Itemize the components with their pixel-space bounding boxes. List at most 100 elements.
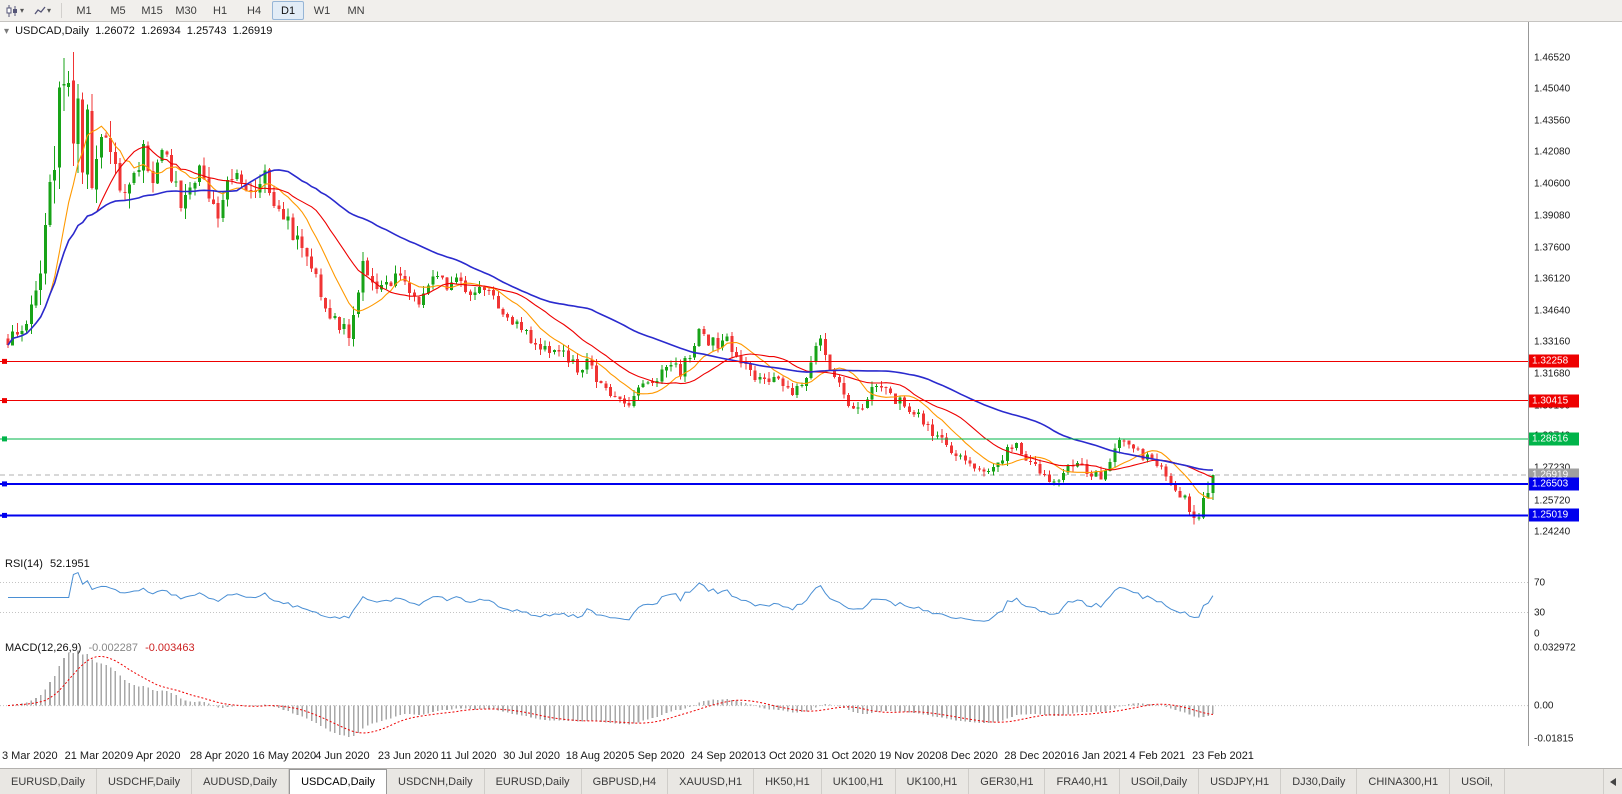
macd-axis-label: -0.01815 <box>1534 733 1574 745</box>
rsi-name: RSI(14) <box>5 558 43 570</box>
date-label: 19 Nov 2020 <box>878 750 942 762</box>
date-label: 4 Jun 2020 <box>315 750 370 762</box>
rsi-axis-label: 0 <box>1534 628 1540 640</box>
symbol-tab-dj30-daily[interactable]: DJ30,Daily <box>1281 769 1358 794</box>
rsi-label: RSI(14) 52.1951 <box>5 558 94 570</box>
price-axis-label: 1.27230 <box>1534 463 1570 474</box>
symbol-tab-usdcad-daily[interactable]: USDCAD,Daily <box>289 769 388 794</box>
symbol-tab-usoil-daily[interactable]: USOil,Daily <box>1120 769 1200 794</box>
chevron-down-icon: ▾ <box>20 6 25 15</box>
symbol-tab-china300-h1[interactable]: CHINA300,H1 <box>1357 769 1451 794</box>
price-axis-label: 1.33160 <box>1534 336 1571 348</box>
date-label: 3 Mar 2020 <box>2 750 58 762</box>
rsi-axis[interactable]: 70 30 0 <box>1528 556 1622 640</box>
symbol-tab-usdcnh-daily[interactable]: USDCNH,Daily <box>387 769 485 794</box>
date-label: 4 Feb 2021 <box>1129 750 1186 762</box>
timeframe-button-m5[interactable]: M5 <box>110 4 126 17</box>
macd-axis-label: 0.00 <box>1534 700 1554 712</box>
timeframe-button-m1[interactable]: M1 <box>76 4 92 17</box>
rsi-indicator-panel: RSI(14) 52.1951 70 30 0 <box>0 556 1622 641</box>
price-axis-label: 1.31680 <box>1534 368 1571 380</box>
macd-main-value: -0.002287 <box>88 642 139 654</box>
hline-price-tag-1.28616[interactable]: 1.28616 <box>1529 432 1579 446</box>
symbol-tab-fra40-h1[interactable]: FRA40,H1 <box>1045 769 1120 794</box>
high-value: 1.26934 <box>140 25 181 37</box>
toolbar-separator <box>61 3 63 18</box>
open-value: 1.26072 <box>95 25 135 37</box>
symbol-tab-gbpusd-h4[interactable]: GBPUSD,H4 <box>582 769 669 794</box>
date-label: 8 Dec 2020 <box>941 750 998 762</box>
hline-price-tag-1.25019[interactable]: 1.25019 <box>1529 508 1579 522</box>
price-axis-label: 1.39080 <box>1534 210 1571 222</box>
main-chart-panel: ▾ USDCAD,Daily 1.26072 1.26934 1.25743 1… <box>0 22 1622 557</box>
timeframe-button-mn[interactable]: MN <box>347 4 365 17</box>
hline-price-tag-1.26503[interactable]: 1.26503 <box>1529 477 1579 491</box>
timeframe-button-d1[interactable]: D1 <box>272 1 305 20</box>
hline-price-tag-1.30415[interactable]: 1.30415 <box>1529 394 1579 408</box>
tabs-holder: EURUSD,Daily USDCHF,Daily AUDUSD,Daily USDC… <box>0 769 1505 794</box>
symbol-tab-hk50-h1[interactable]: HK50,H1 <box>754 769 822 794</box>
timeframe-button-w1[interactable]: W1 <box>313 4 331 17</box>
timeframe-button-h4[interactable]: H4 <box>247 4 262 17</box>
macd-label: MACD(12,26,9) -0.002287 -0.003463 <box>5 642 199 654</box>
symbol-tab-xauusd-h1[interactable]: XAUUSD,H1 <box>668 769 755 794</box>
symbol-tab-eurusd-daily[interactable]: EURUSD,Daily <box>0 769 97 794</box>
date-axis[interactable]: 3 Mar 2020 21 Mar 2020 9 Apr 2020 28 Apr 20… <box>0 746 1622 768</box>
macd-signal-value: -0.003463 <box>145 642 195 654</box>
macd-indicator-panel: MACD(12,26,9) -0.002287 -0.003463 0.0329… <box>0 640 1622 747</box>
macd-axis[interactable]: 0.032972 0.00 -0.01815 <box>1528 640 1622 746</box>
symbol-tab-usdjpy-h1[interactable]: USDJPY,H1 <box>1199 769 1282 794</box>
timeframe-button-m30[interactable]: M30 <box>175 4 197 17</box>
symbol-tab-usoil-[interactable]: USOil, <box>1450 769 1505 794</box>
date-label: 16 Jan 2021 <box>1066 750 1128 762</box>
chart-type-button[interactable]: ▾ <box>3 2 26 20</box>
date-label: 28 Dec 2020 <box>1004 750 1067 762</box>
top-toolbar: ▾ ▾ M1 M5 M15 M30 H1 H4 D1 W1 MN <box>0 0 1622 22</box>
macd-chart-area[interactable] <box>0 640 1528 746</box>
date-label: 30 Jul 2020 <box>503 750 560 762</box>
chart-profiles-icon <box>34 6 46 14</box>
date-label: 9 Apr 2020 <box>127 750 181 762</box>
close-value: 1.26919 <box>232 25 273 37</box>
chart-tab-bar: EURUSD,Daily USDCHF,Daily AUDUSD,Daily USDC… <box>0 768 1622 794</box>
rsi-axis-label: 30 <box>1534 607 1546 618</box>
rsi-chart-area[interactable] <box>0 556 1528 640</box>
price-axis-label: 1.25720 <box>1534 495 1571 506</box>
candlestick-chart-icon <box>6 4 17 17</box>
price-axis[interactable]: 1.46520 1.45040 1.43560 1.42080 1.40600 1.390… <box>1528 22 1622 556</box>
symbol-tab-usdchf-daily[interactable]: USDCHF,Daily <box>97 769 193 794</box>
symbol-timeframe-label: USDCAD,Daily <box>15 25 90 37</box>
symbol-tab-audusd-daily[interactable]: AUDUSD,Daily <box>192 769 290 794</box>
rsi-value: 52.1951 <box>49 558 90 570</box>
tab-scroll-left-button[interactable] <box>1603 769 1622 794</box>
low-value: 1.25743 <box>186 25 227 37</box>
price-axis-label: 1.36120 <box>1534 273 1571 285</box>
date-label: 16 May 2020 <box>252 750 317 762</box>
one-click-trading-arrow-icon[interactable]: ▾ <box>4 26 10 37</box>
macd-axis-label: 0.032972 <box>1534 642 1576 654</box>
rsi-axis-label: 70 <box>1534 577 1546 588</box>
timeframe-button-m15[interactable]: M15 <box>141 4 163 17</box>
symbol-tab-ger30-h1[interactable]: GER30,H1 <box>969 769 1046 794</box>
candlestick-chart-area[interactable] <box>0 22 1528 556</box>
timeframe-button-h1[interactable]: H1 <box>213 4 228 17</box>
date-label: 31 Oct 2020 <box>816 750 877 762</box>
macd-name: MACD(12,26,9) <box>5 642 82 654</box>
symbol-tab-eurusd-daily[interactable]: EURUSD,Daily <box>485 769 582 794</box>
chart-profiles-button[interactable]: ▾ <box>32 2 53 20</box>
scroll-left-icon <box>1610 777 1616 786</box>
price-axis-label: 1.24240 <box>1534 526 1571 538</box>
symbol-tab-uk100-h1[interactable]: UK100,H1 <box>896 769 970 794</box>
date-label: 23 Jun 2020 <box>377 750 439 762</box>
price-axis-label: 1.40600 <box>1534 178 1571 190</box>
price-axis-label: 1.37600 <box>1534 242 1571 254</box>
hline-price-tag-1.32258[interactable]: 1.32258 <box>1529 354 1579 368</box>
date-label: 11 Jul 2020 <box>440 750 497 762</box>
date-label: 13 Oct 2020 <box>753 750 814 762</box>
timeframe-button-group: M1 M5 M15 M30 H1 H4 D1 W1 MN <box>67 1 373 20</box>
symbol-tab-uk100-h1[interactable]: UK100,H1 <box>822 769 896 794</box>
price-axis-label: 1.43560 <box>1534 115 1571 127</box>
date-label: 5 Sep 2020 <box>628 750 685 762</box>
price-axis-label: 1.45040 <box>1534 83 1571 95</box>
price-axis-label: 1.42080 <box>1534 146 1571 158</box>
